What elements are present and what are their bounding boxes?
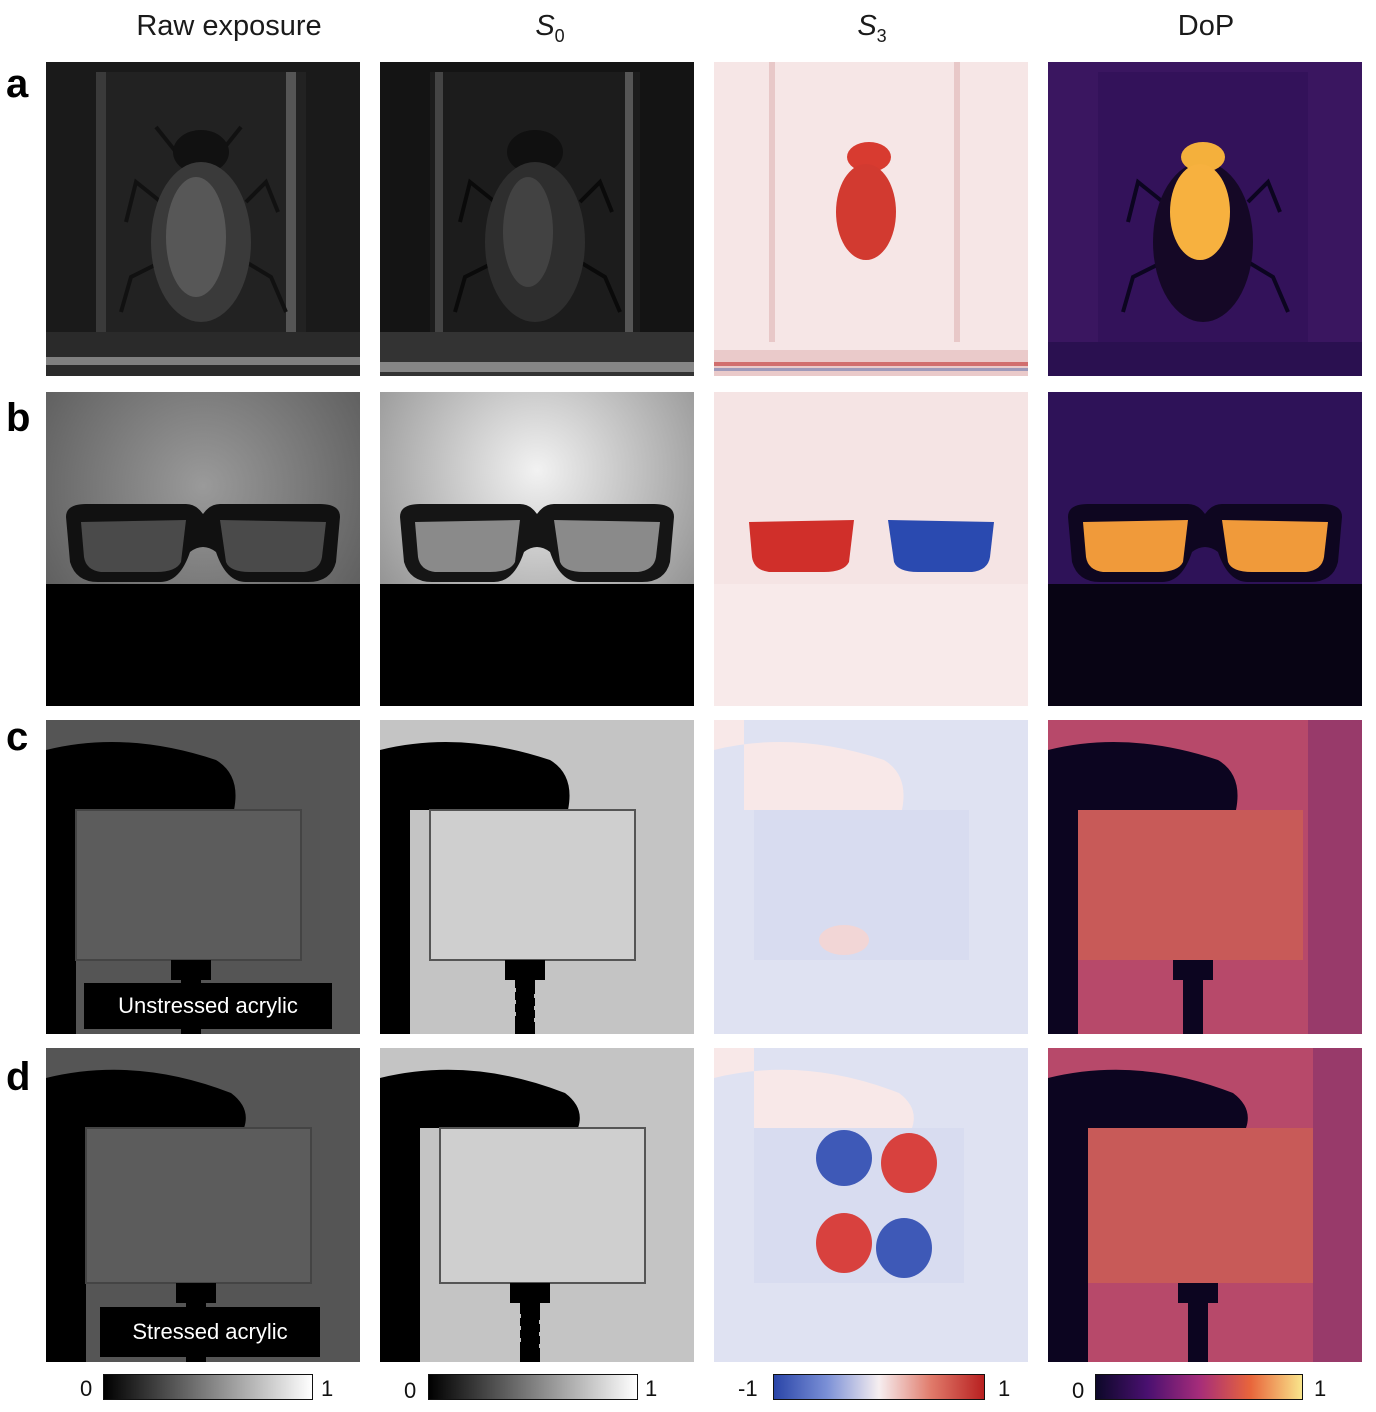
beetle-raw-image (46, 62, 360, 376)
panel-b-raw (46, 392, 360, 706)
clamp-unstressed-s3-image (714, 720, 1028, 1034)
glasses-s0-image (380, 392, 694, 706)
column-title-dop: DoP (1177, 10, 1235, 42)
glasses-s3-image (714, 392, 1028, 706)
panel-d-s3 (714, 1048, 1028, 1362)
clamp-stressed-s3-image (714, 1048, 1028, 1362)
panel-c-dop (1048, 720, 1362, 1034)
panel-a-s3 (714, 62, 1028, 376)
row-label-d: d (6, 1055, 31, 1099)
panel-c-raw: Unstressed acrylic (46, 720, 360, 1034)
panel-d-raw: Stressed acrylic (46, 1048, 360, 1362)
column-title-raw-exposure: Raw exposure (136, 10, 322, 42)
beetle-dop-image (1048, 62, 1362, 376)
panel-b-s3 (714, 392, 1028, 706)
colorbar-s0-max: 1 (645, 1376, 658, 1401)
panel-c-s0 (380, 720, 694, 1034)
panel-b-dop (1048, 392, 1362, 706)
glasses-dop-image (1048, 392, 1362, 706)
colorbar-dop-min: 0 (1072, 1378, 1085, 1403)
clamp-unstressed-raw-image (46, 720, 360, 1034)
panel-a-dop (1048, 62, 1362, 376)
s3-symbol: S (857, 10, 877, 42)
s0-symbol: S (535, 10, 555, 42)
column-title-s0: S0 (392, 10, 708, 47)
colorbar-s0-min: 0 (404, 1378, 417, 1403)
panel-a-s0 (380, 62, 694, 376)
beetle-s3-image (714, 62, 1028, 376)
colorbar-s3 (773, 1374, 985, 1400)
panel-a-raw (46, 62, 360, 376)
caption-unstressed-acrylic: Unstressed acrylic (84, 983, 332, 1029)
panel-b-s0 (380, 392, 694, 706)
colorbar-s3-min: -1 (738, 1376, 758, 1401)
colorbar-s0 (428, 1374, 638, 1400)
colorbar-dop (1095, 1374, 1303, 1400)
glasses-raw-image (46, 392, 360, 706)
panel-d-dop (1048, 1048, 1362, 1362)
row-label-a: a (6, 62, 29, 106)
row-label-c: c (6, 715, 29, 759)
s3-subscript: 3 (876, 25, 887, 46)
column-title-s3: S3 (714, 10, 1030, 47)
beetle-s0-image (380, 62, 694, 376)
clamp-unstressed-dop-image (1048, 720, 1362, 1034)
row-label-b: b (6, 396, 31, 440)
clamp-unstressed-s0-image (380, 720, 694, 1034)
colorbar-raw-max: 1 (321, 1376, 334, 1401)
caption-stressed-acrylic: Stressed acrylic (100, 1307, 320, 1357)
clamp-stressed-dop-image (1048, 1048, 1362, 1362)
clamp-stressed-s0-image (380, 1048, 694, 1362)
colorbar-raw-min: 0 (80, 1376, 93, 1401)
colorbar-s3-max: 1 (998, 1376, 1011, 1401)
colorbar-dop-max: 1 (1314, 1376, 1327, 1401)
panel-d-s0 (380, 1048, 694, 1362)
colorbar-raw (103, 1374, 313, 1400)
s0-subscript: 0 (554, 25, 565, 46)
panel-c-s3 (714, 720, 1028, 1034)
